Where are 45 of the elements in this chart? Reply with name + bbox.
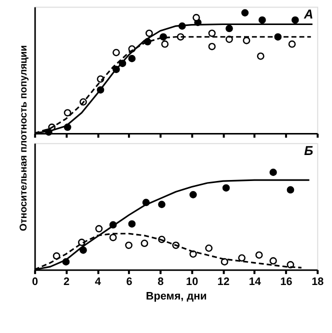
point xyxy=(288,40,296,48)
point xyxy=(286,186,294,194)
point xyxy=(241,9,249,16)
point xyxy=(95,225,103,232)
point xyxy=(128,220,136,228)
point xyxy=(226,24,233,32)
point xyxy=(205,244,213,252)
annotation: А xyxy=(302,6,314,22)
point xyxy=(242,36,250,44)
point xyxy=(161,40,169,48)
point xyxy=(189,191,197,198)
point xyxy=(208,42,216,50)
point xyxy=(128,54,136,62)
x-tick-label: 4 xyxy=(94,276,101,288)
point xyxy=(222,184,230,192)
x-tick-label: 6 xyxy=(126,276,132,288)
point xyxy=(112,48,120,56)
x-tick-label: 0 xyxy=(32,276,38,288)
x-tick-label: 10 xyxy=(186,276,198,288)
point xyxy=(192,14,200,22)
point xyxy=(146,30,153,37)
point xyxy=(208,30,216,37)
point xyxy=(125,242,132,249)
point xyxy=(189,250,197,258)
x-tick-label: 8 xyxy=(158,276,164,288)
point xyxy=(109,234,117,242)
x-tick-label: 18 xyxy=(312,276,324,288)
point xyxy=(255,251,263,259)
point xyxy=(258,16,266,24)
point xyxy=(220,258,228,266)
y-axis-title: Относительная плотность популяции xyxy=(18,45,30,232)
x-tick-label: 2 xyxy=(63,276,70,288)
point xyxy=(270,168,277,176)
point xyxy=(292,16,299,24)
x-tick-label: 14 xyxy=(248,276,261,288)
text: Б xyxy=(304,142,314,158)
point xyxy=(140,240,148,248)
point xyxy=(256,52,264,60)
point xyxy=(238,254,246,262)
point xyxy=(64,109,72,116)
x-tick-label: 16 xyxy=(280,276,292,288)
point xyxy=(158,200,166,208)
x-axis-title: Время, дни xyxy=(146,290,207,303)
x-tick-label: 12 xyxy=(217,276,230,288)
point xyxy=(270,257,277,265)
